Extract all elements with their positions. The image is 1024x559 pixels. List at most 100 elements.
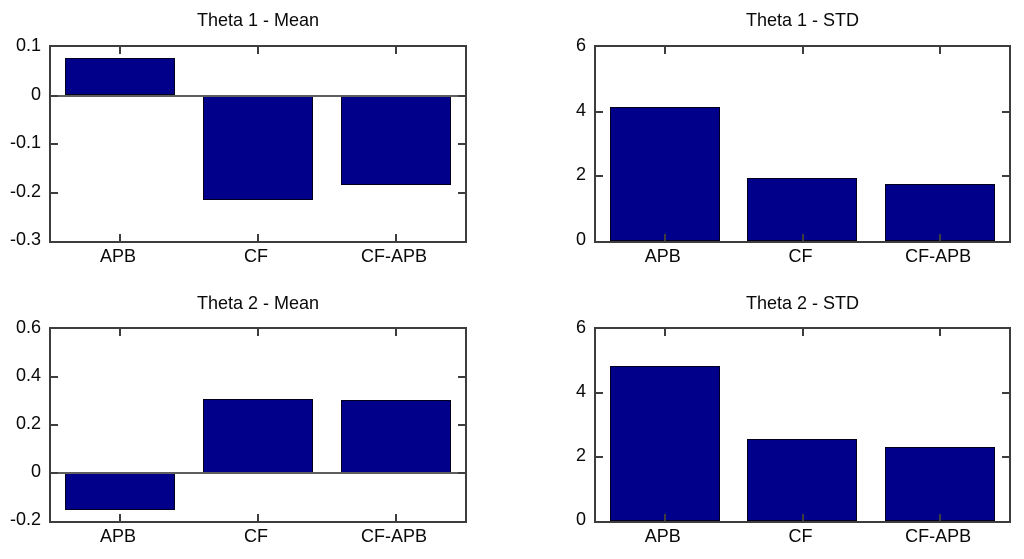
y-tick-right — [1002, 175, 1009, 178]
x-tick-bottom — [119, 234, 121, 241]
chart-theta1-std: Theta 1 - STD 6 4 2 0 APB CF CF-APB — [512, 0, 1024, 280]
bar-apb — [64, 473, 176, 511]
chart-theta1-mean: Theta 1 - Mean 0.1 0 -0.1 -0.2 -0.3 APB CF CF-A… — [0, 0, 512, 280]
x-tick-top — [801, 47, 804, 54]
bar-cf-apb — [340, 399, 452, 473]
x-tick-top — [801, 329, 804, 336]
x-tick-label: CF — [788, 526, 813, 546]
chart-title: Theta 2 - STD — [745, 293, 860, 313]
plot-area — [594, 45, 1011, 243]
plot-area — [49, 45, 467, 243]
zero-baseline — [51, 94, 465, 97]
y-tick-label: 0 — [30, 461, 41, 481]
y-tick-label: -0.1 — [9, 132, 41, 152]
x-tick-bottom — [801, 514, 804, 521]
x-tick-bottom — [663, 234, 666, 241]
y-tick-label: 0 — [575, 509, 586, 529]
zero-baseline — [51, 472, 465, 474]
x-tick-label: APB — [99, 246, 137, 266]
bar-apb — [64, 57, 176, 96]
x-tick-bottom — [395, 514, 397, 521]
y-tick-left — [51, 191, 58, 194]
bar-cf — [747, 177, 858, 241]
x-tick-top — [939, 329, 942, 336]
chart-theta2-mean: Theta 2 - Mean 0.6 0.4 0.2 0 -0.2 APB CF CF-APB — [0, 280, 512, 559]
y-tick-label: 2 — [575, 445, 586, 465]
x-tick-label: CF — [788, 246, 813, 266]
y-tick-label: 0 — [30, 83, 41, 104]
x-tick-top — [119, 329, 121, 336]
chart-theta2-std: Theta 2 - STD 6 4 2 0 APB CF CF-APB — [512, 280, 1024, 559]
bar-cf-apb — [885, 447, 996, 521]
bar-cf-apb — [885, 184, 996, 241]
x-tick-label: CF — [244, 246, 268, 266]
y-tick-left — [51, 424, 58, 426]
x-tick-top — [395, 47, 397, 54]
x-tick-label: APB — [644, 526, 681, 546]
chart-title: Theta 1 - STD — [745, 10, 860, 30]
y-tick-label: -0.3 — [9, 229, 41, 249]
x-tick-top — [119, 47, 121, 54]
y-tick-left — [596, 456, 603, 458]
y-tick-label: 4 — [575, 99, 586, 120]
x-tick-bottom — [119, 514, 121, 521]
x-tick-label: CF — [244, 526, 268, 546]
x-tick-label: APB — [99, 526, 137, 546]
x-tick-bottom — [663, 514, 666, 521]
y-tick-right — [458, 191, 465, 194]
x-tick-label: CF-APB — [905, 526, 972, 546]
x-tick-bottom — [801, 234, 804, 241]
bar-cf — [747, 439, 858, 521]
y-tick-left — [51, 376, 58, 378]
y-tick-label: 0.1 — [15, 35, 41, 55]
bar-apb — [609, 365, 720, 521]
y-tick-label: 6 — [575, 35, 586, 55]
y-tick-left — [51, 143, 58, 145]
y-tick-right — [1002, 456, 1009, 458]
y-tick-label: 4 — [575, 381, 586, 401]
chart-title: Theta 2 - Mean — [196, 293, 320, 313]
x-tick-top — [257, 329, 259, 336]
y-tick-label: 0 — [575, 229, 586, 249]
y-tick-right — [458, 94, 465, 97]
y-tick-label: -0.2 — [9, 180, 41, 201]
x-tick-top — [663, 47, 666, 54]
x-tick-bottom — [395, 234, 397, 241]
x-tick-top — [395, 329, 397, 336]
y-tick-label: -0.2 — [9, 509, 41, 529]
y-tick-right — [1002, 392, 1009, 394]
x-tick-top — [257, 47, 259, 54]
y-tick-label: 2 — [575, 164, 586, 185]
chart-title: Theta 1 - Mean — [196, 10, 320, 30]
y-tick-label: 6 — [575, 317, 586, 337]
x-tick-top — [939, 47, 942, 54]
y-tick-label: 0.2 — [15, 413, 41, 433]
x-tick-bottom — [939, 514, 942, 521]
x-tick-label: CF-APB — [360, 246, 427, 266]
bar-cf-apb — [340, 95, 452, 186]
y-tick-right — [458, 376, 465, 378]
y-tick-left — [596, 110, 603, 113]
y-tick-right — [1002, 110, 1009, 113]
x-tick-bottom — [939, 234, 942, 241]
y-tick-right — [458, 472, 465, 474]
x-tick-label: CF-APB — [360, 526, 427, 546]
y-tick-label: 0.4 — [15, 365, 41, 385]
plot-area — [594, 327, 1011, 523]
bar-cf — [202, 95, 314, 200]
y-tick-left — [51, 94, 58, 97]
bar-cf — [202, 398, 314, 473]
x-tick-bottom — [257, 514, 259, 521]
y-tick-right — [458, 143, 465, 145]
x-tick-bottom — [257, 234, 259, 241]
y-tick-left — [596, 175, 603, 178]
plot-area — [49, 327, 467, 523]
y-tick-left — [596, 392, 603, 394]
bar-apb — [609, 106, 720, 241]
y-tick-left — [51, 472, 58, 474]
x-tick-top — [663, 329, 666, 336]
y-tick-right — [458, 424, 465, 426]
x-tick-label: CF-APB — [905, 246, 972, 266]
y-tick-label: 0.6 — [15, 317, 41, 337]
